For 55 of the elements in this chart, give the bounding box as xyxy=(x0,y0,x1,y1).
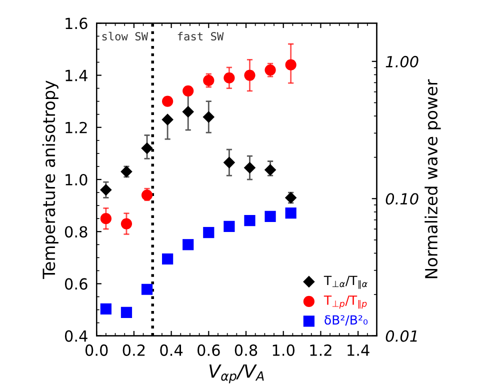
point xyxy=(264,210,276,222)
point xyxy=(162,96,174,107)
point xyxy=(141,284,153,295)
annotation: fast SW xyxy=(178,32,224,40)
y-tick-label: 1.4 xyxy=(66,70,88,82)
point xyxy=(141,142,153,154)
legend-label: δB²/B²₀ xyxy=(324,315,368,326)
point xyxy=(223,156,236,168)
x-tick-label: 1.4 xyxy=(348,344,370,356)
x-tick-label: 1.0 xyxy=(272,344,294,356)
point xyxy=(100,303,112,314)
point xyxy=(203,226,214,238)
annotation: slow SW xyxy=(102,32,148,40)
point xyxy=(285,207,296,219)
point xyxy=(244,70,256,81)
y-tick-label: 1.2 xyxy=(66,122,87,134)
point xyxy=(244,214,256,226)
point xyxy=(120,306,132,318)
x-axis-title: V$_{αp}$/V$_{A}$ xyxy=(209,364,264,384)
point xyxy=(224,220,235,232)
point xyxy=(120,218,132,230)
point xyxy=(244,162,256,174)
point xyxy=(182,106,194,118)
point xyxy=(264,164,276,176)
y2-tick-label: 0.10 xyxy=(386,193,418,205)
y-tick-label: 0.8 xyxy=(64,226,88,238)
y2-tick-label: 0.01 xyxy=(386,330,417,342)
x-tick-label: 0.0 xyxy=(85,344,108,356)
x-tick-label: 0.6 xyxy=(198,344,220,356)
point xyxy=(141,190,153,201)
x-tick-label: 0.2 xyxy=(122,344,145,356)
x-tick-label: 0.8 xyxy=(234,344,258,356)
y-tick-label: 1.6 xyxy=(66,18,88,30)
x-tick-label: 0.4 xyxy=(160,344,183,356)
y-tick-label: 0.6 xyxy=(64,278,88,290)
y-tick-label: 0.4 xyxy=(64,330,88,342)
legend-label: T$_{⊥p}$/T$_{∥p}$ xyxy=(324,296,367,309)
point xyxy=(285,59,296,70)
point xyxy=(162,114,174,126)
point xyxy=(224,72,235,84)
point xyxy=(120,166,132,178)
point xyxy=(162,253,174,265)
point xyxy=(284,192,297,204)
legend-label: T$_{⊥α}$/T$_{∥α}$ xyxy=(324,276,368,289)
point xyxy=(203,74,214,86)
y-tick-label: 1.0 xyxy=(66,174,88,186)
point xyxy=(100,213,112,224)
point xyxy=(202,111,215,123)
point xyxy=(100,184,112,196)
y2-axis-title: Normalized wave power xyxy=(424,79,441,278)
y-axis-title: Temperature anisotropy xyxy=(42,80,58,279)
point xyxy=(182,239,194,250)
y2-tick-label: 1.00 xyxy=(386,56,418,68)
point xyxy=(182,85,194,96)
x-tick-label: 1.2 xyxy=(310,344,332,356)
